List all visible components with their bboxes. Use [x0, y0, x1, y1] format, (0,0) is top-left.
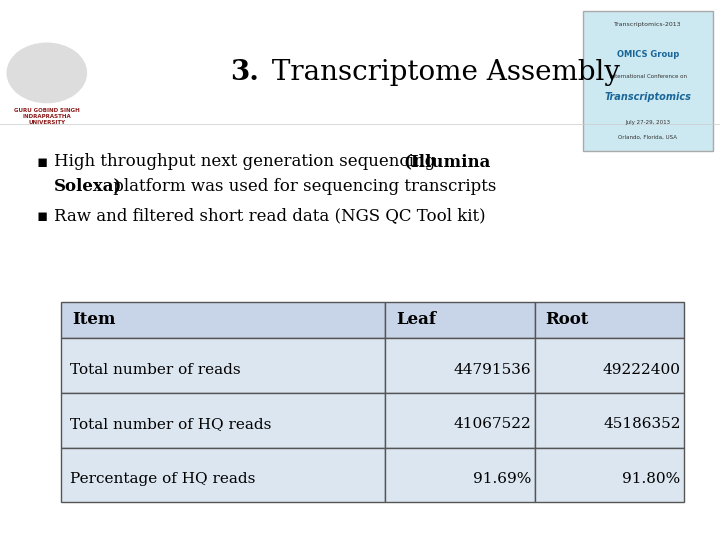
Bar	[61, 302, 385, 339]
Bar	[61, 339, 385, 393]
Text: Transcriptome Assembly: Transcriptome Assembly	[263, 59, 620, 86]
Text: Total number of HQ reads: Total number of HQ reads	[70, 417, 271, 431]
Text: 3.: 3.	[230, 59, 259, 86]
Text: platform was used for sequencing transcripts: platform was used for sequencing transcr…	[108, 178, 496, 195]
Bar	[385, 448, 534, 502]
Text: Item: Item	[72, 310, 115, 328]
Bar	[61, 448, 385, 502]
Text: Total number of reads: Total number of reads	[70, 362, 240, 376]
Bar	[385, 339, 534, 393]
Text: Transcriptomics-2013: Transcriptomics-2013	[614, 22, 682, 27]
Bar	[534, 302, 684, 339]
Text: OMICS Group: OMICS Group	[617, 50, 679, 59]
Text: Leaf: Leaf	[396, 310, 436, 328]
Circle shape	[7, 43, 86, 103]
Text: 49222400: 49222400	[603, 362, 680, 376]
Bar	[385, 393, 534, 448]
Text: 91.69%: 91.69%	[473, 472, 531, 486]
Text: Percentage of HQ reads: Percentage of HQ reads	[70, 472, 255, 486]
Text: 45186352: 45186352	[603, 417, 680, 431]
Text: High throughput next generation sequencing: High throughput next generation sequenci…	[54, 153, 441, 171]
Bar	[534, 393, 684, 448]
Text: ▪: ▪	[36, 207, 48, 225]
Text: 91.80%: 91.80%	[622, 472, 680, 486]
Bar	[61, 393, 385, 448]
Text: ▪: ▪	[36, 153, 48, 171]
Bar	[385, 302, 534, 339]
Text: July 27-29, 2013: July 27-29, 2013	[626, 120, 670, 125]
Text: 44791536: 44791536	[454, 362, 531, 376]
Text: Raw and filtered short read data (NGS QC Tool kit): Raw and filtered short read data (NGS QC…	[54, 207, 485, 225]
Text: Orlando, Florida, USA: Orlando, Florida, USA	[618, 134, 678, 139]
Text: (Illumina: (Illumina	[403, 153, 490, 171]
Text: 41067522: 41067522	[454, 417, 531, 431]
Text: International Conference on: International Conference on	[610, 74, 686, 79]
Bar	[534, 339, 684, 393]
Text: Root: Root	[545, 310, 589, 328]
Bar	[534, 448, 684, 502]
Text: Transcriptomics: Transcriptomics	[605, 92, 691, 102]
Text: Solexa): Solexa)	[54, 178, 122, 195]
Text: GURU GOBIND SINGH
INDRAPRASTHA
UNIVERSITY: GURU GOBIND SINGH INDRAPRASTHA UNIVERSIT…	[14, 108, 80, 125]
Bar	[583, 11, 713, 151]
